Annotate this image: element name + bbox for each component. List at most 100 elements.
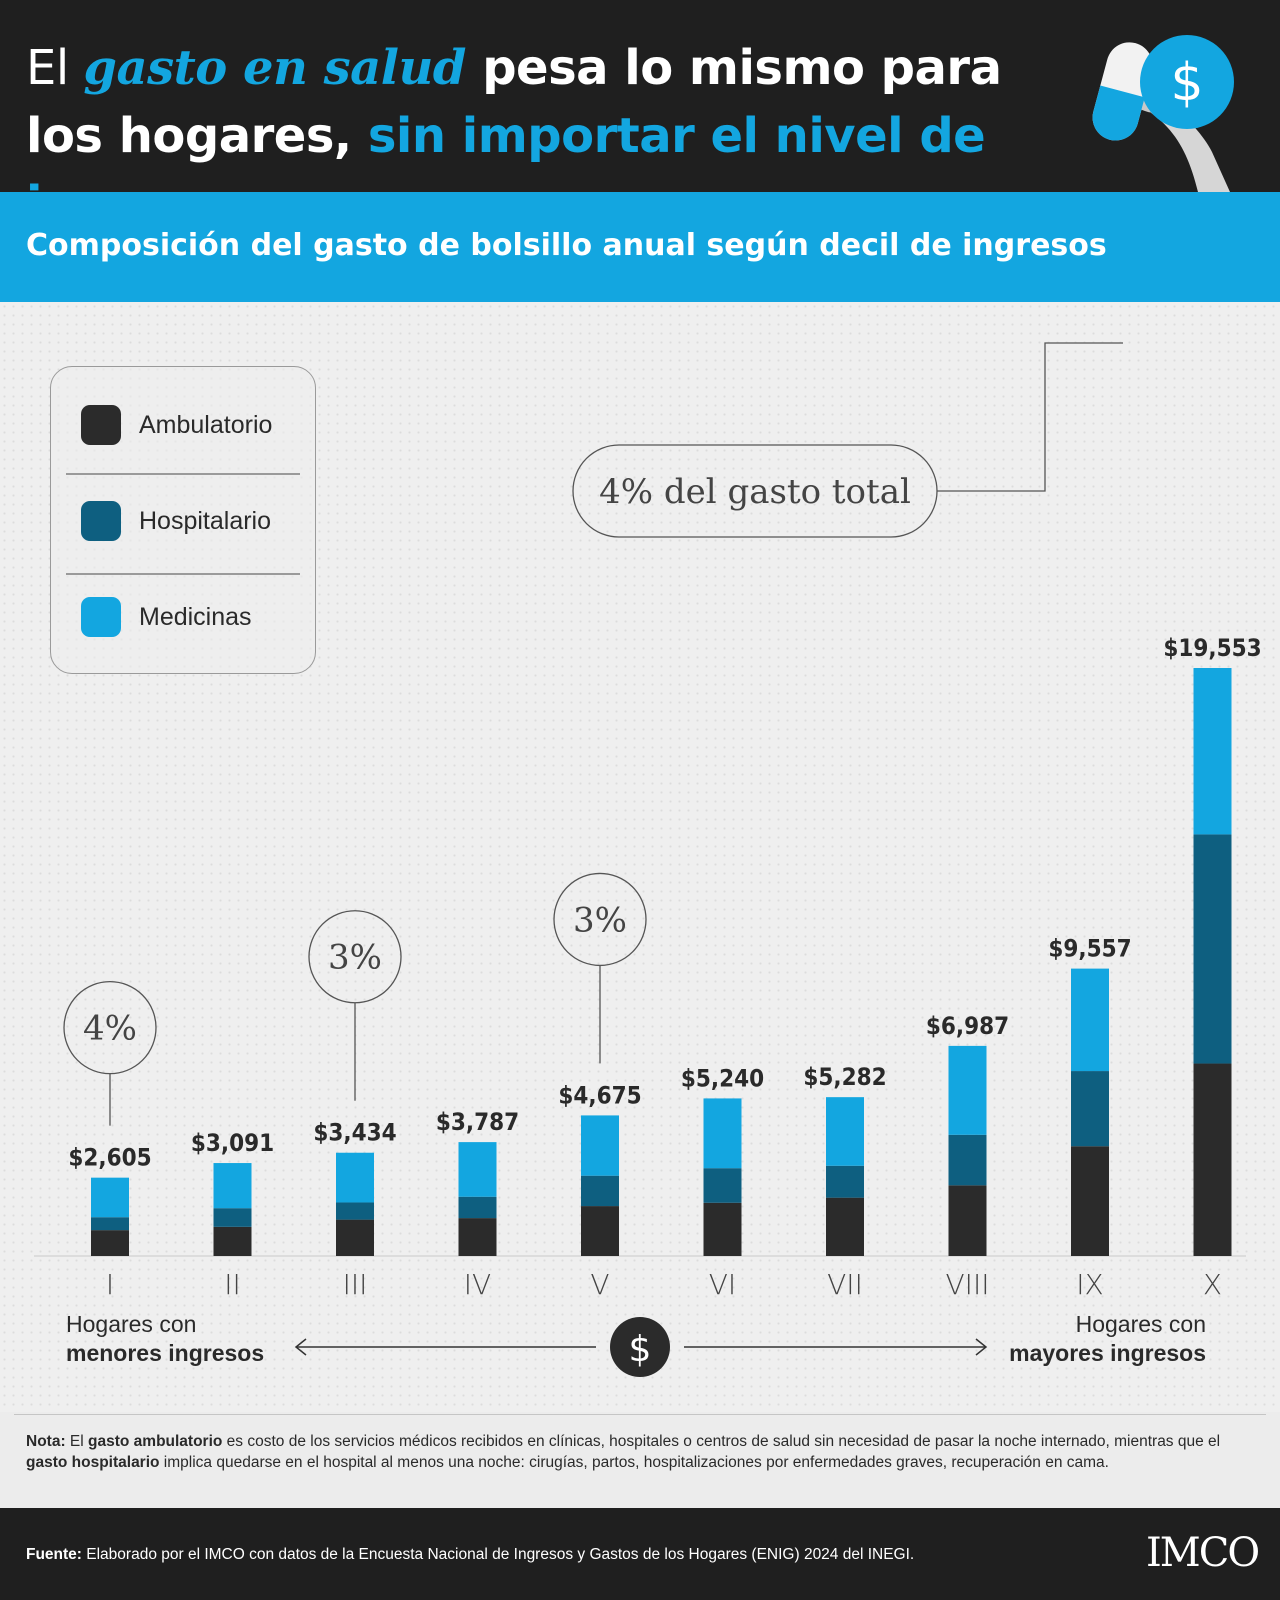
total-label-VI: $5,240 bbox=[681, 1064, 764, 1092]
bar-hospitalario-IV bbox=[458, 1196, 497, 1219]
note-label: Nota: bbox=[26, 1433, 66, 1450]
total-label-VIII: $6,987 bbox=[926, 1012, 1009, 1040]
legend: Ambulatorio Hospitalario Medicinas bbox=[50, 366, 316, 674]
bar-medicinas-II bbox=[213, 1163, 252, 1209]
total-label-II: $3,091 bbox=[191, 1129, 274, 1157]
bar-medicinas-IX bbox=[1071, 968, 1109, 1072]
note-text-2: es costo de los servicios médicos recibi… bbox=[222, 1433, 1221, 1450]
source-label: Fuente: bbox=[26, 1546, 82, 1563]
bar-ambulatorio-X bbox=[1193, 1063, 1232, 1256]
bar-ambulatorio-II bbox=[213, 1226, 252, 1256]
annotation-circle-I bbox=[63, 981, 157, 1075]
tick-label-II: II bbox=[224, 1268, 241, 1301]
bar-hospitalario-V bbox=[581, 1175, 619, 1207]
legend-swatch-hospitalario bbox=[81, 501, 121, 541]
legend-label: Medicinas bbox=[139, 602, 252, 631]
tick-label-VII: VII bbox=[827, 1268, 863, 1301]
tick-label-VIII: VIII bbox=[946, 1268, 990, 1301]
total-label-III: $3,434 bbox=[313, 1119, 396, 1147]
tick-label-III: III bbox=[343, 1268, 368, 1301]
legend-item-hospitalario: Hospitalario bbox=[81, 501, 271, 541]
legend-swatch-medicinas bbox=[81, 597, 121, 637]
bar-ambulatorio-VI bbox=[703, 1202, 742, 1256]
bar-hospitalario-VII bbox=[826, 1165, 864, 1198]
imco-logo: IMCO bbox=[1146, 1530, 1260, 1576]
annotation-circle-III bbox=[308, 910, 402, 1004]
pill-hand-illustration: $ bbox=[1092, 35, 1234, 192]
legend-item-medicinas: Medicinas bbox=[81, 597, 252, 637]
title-part1: El bbox=[26, 40, 84, 96]
stacked-bar-chart: $2,605 I $3,091 II $3,434 III $3,787 IV $4,675 V $… bbox=[34, 342, 1262, 1377]
tick-label-IV: IV bbox=[464, 1268, 491, 1301]
bar-hospitalario-VI bbox=[703, 1168, 742, 1203]
title-part2: pesa lo mismo para los hogares, bbox=[26, 40, 1002, 164]
bar-hospitalario-I bbox=[91, 1217, 129, 1231]
annotation-text-X: 4% del gasto total bbox=[599, 472, 911, 512]
total-label-X: $19,553 bbox=[1163, 634, 1261, 662]
bar-hospitalario-III bbox=[336, 1202, 374, 1220]
total-label-IV: $3,787 bbox=[436, 1108, 519, 1136]
tick-label-X: X bbox=[1203, 1268, 1222, 1301]
legend-item-ambulatorio: Ambulatorio bbox=[81, 405, 272, 445]
arrow-right-head bbox=[975, 1338, 988, 1356]
total-label-IX: $9,557 bbox=[1048, 935, 1131, 963]
annotation-leader-X bbox=[937, 342, 1123, 492]
total-label-I: $2,605 bbox=[68, 1144, 151, 1172]
axis-left-label-2: menores ingresos bbox=[66, 1340, 264, 1366]
bar-ambulatorio-V bbox=[581, 1206, 619, 1256]
bar-hospitalario-VIII bbox=[948, 1134, 987, 1186]
arrow-left-head bbox=[294, 1338, 307, 1356]
title-emphasis: gasto en salud bbox=[83, 40, 466, 96]
bar-medicinas-III bbox=[336, 1152, 374, 1203]
svg-text:$: $ bbox=[1170, 53, 1203, 113]
bar-ambulatorio-IV bbox=[458, 1218, 497, 1256]
legend-label: Ambulatorio bbox=[139, 410, 273, 439]
legend-divider bbox=[66, 473, 300, 475]
note-text-3: implica quedarse en el hospital al menos… bbox=[159, 1453, 1109, 1471]
bar-medicinas-VIII bbox=[948, 1045, 987, 1135]
tick-label-VI: VI bbox=[709, 1268, 736, 1301]
bar-medicinas-I bbox=[91, 1177, 129, 1218]
footer: Fuente: Elaborado por el IMCO con datos … bbox=[0, 1508, 1280, 1600]
note-divider bbox=[14, 1414, 1266, 1415]
note-bold-2: gasto hospitalario bbox=[26, 1453, 160, 1471]
bar-medicinas-V bbox=[581, 1115, 619, 1176]
legend-label: Hospitalario bbox=[139, 506, 272, 535]
bar-medicinas-X bbox=[1193, 668, 1232, 835]
bar-ambulatorio-IX bbox=[1071, 1146, 1109, 1256]
bar-medicinas-VII bbox=[826, 1097, 864, 1166]
legend-divider bbox=[66, 573, 300, 575]
tick-label-IX: IX bbox=[1076, 1268, 1103, 1301]
total-label-VII: $5,282 bbox=[803, 1063, 886, 1091]
annotation-text-V: 3% bbox=[573, 900, 627, 940]
header: El gasto en salud pesa lo mismo para los… bbox=[0, 0, 1280, 232]
axis-left-label-1: Hogares con bbox=[66, 1311, 196, 1337]
axis-right-label-2: mayores ingresos bbox=[1009, 1340, 1206, 1366]
tick-label-I: I bbox=[106, 1268, 114, 1301]
annotation-text-I: 4% bbox=[83, 1009, 137, 1049]
annotation-text-III: 3% bbox=[328, 938, 382, 978]
bar-hospitalario-II bbox=[213, 1208, 252, 1227]
bar-ambulatorio-VII bbox=[826, 1197, 864, 1256]
bar-hospitalario-X bbox=[1193, 834, 1232, 1064]
source-text: Elaborado por el IMCO con datos de la En… bbox=[81, 1546, 915, 1563]
dollar-icon-glyph: $ bbox=[629, 1329, 652, 1370]
chart-subtitle: Composición del gasto de bolsillo anual … bbox=[26, 228, 1107, 263]
bar-medicinas-VI bbox=[703, 1098, 742, 1169]
dollar-icon bbox=[610, 1317, 670, 1377]
note: Nota: El gasto ambulatorio es costo de l… bbox=[26, 1432, 1256, 1473]
bar-ambulatorio-III bbox=[336, 1219, 374, 1256]
tick-label-V: V bbox=[590, 1268, 609, 1301]
note-text-1: El bbox=[65, 1433, 89, 1450]
bar-ambulatorio-VIII bbox=[948, 1185, 987, 1256]
axis-right-label-1: Hogares con bbox=[1076, 1311, 1206, 1337]
bar-ambulatorio-I bbox=[91, 1230, 129, 1256]
legend-swatch-ambulatorio bbox=[81, 405, 121, 445]
bar-hospitalario-IX bbox=[1071, 1071, 1109, 1147]
subtitle-bar: Composición del gasto de bolsillo anual … bbox=[0, 192, 1280, 302]
bar-medicinas-IV bbox=[458, 1142, 497, 1197]
total-label-V: $4,675 bbox=[558, 1081, 641, 1109]
note-bold-1: gasto ambulatorio bbox=[88, 1433, 223, 1450]
dollar-badge-icon bbox=[1140, 35, 1234, 129]
annotation-circle-V bbox=[553, 872, 647, 967]
